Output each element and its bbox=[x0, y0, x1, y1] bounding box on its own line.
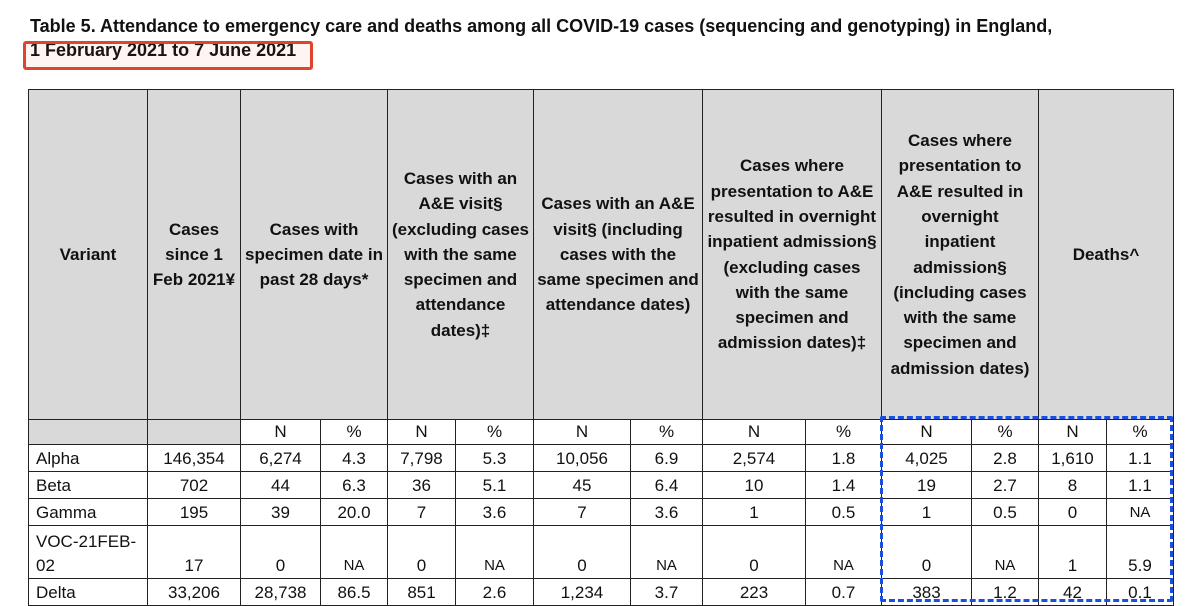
value-cell: 6,274 bbox=[240, 444, 321, 472]
variant-cell: Beta bbox=[28, 471, 148, 499]
value-cell: 1.8 bbox=[805, 444, 882, 472]
variant-cell: VOC-21FEB-02 bbox=[28, 525, 148, 579]
subheader-blank bbox=[28, 419, 148, 445]
header-variant: Variant bbox=[28, 89, 148, 420]
header-deaths: Deaths^ bbox=[1038, 89, 1174, 420]
value-cell: 0.7 bbox=[805, 578, 882, 606]
header-specimen-28-days: Cases with specimen date in past 28 days… bbox=[240, 89, 388, 420]
variant-cell: Gamma bbox=[28, 498, 148, 526]
value-cell: 39 bbox=[240, 498, 321, 526]
subheader-n: N bbox=[702, 419, 806, 445]
subheader-pct: % bbox=[1106, 419, 1174, 445]
value-cell: 851 bbox=[387, 578, 456, 606]
value-cell: 1 bbox=[881, 498, 972, 526]
value-cell: 1.1 bbox=[1106, 444, 1174, 472]
header-ae-visit-including: Cases with an A&E visit§ (including case… bbox=[533, 89, 703, 420]
subheader-n: N bbox=[1038, 419, 1107, 445]
value-cell: NA bbox=[805, 525, 882, 579]
value-cell: NA bbox=[320, 525, 388, 579]
value-cell: 0.5 bbox=[805, 498, 882, 526]
header-row: Variant Cases since 1 Feb 2021¥ Cases wi… bbox=[28, 89, 1174, 420]
value-cell: 0 bbox=[533, 525, 631, 579]
date-range-highlight-box bbox=[23, 41, 313, 70]
value-cell: 7,798 bbox=[387, 444, 456, 472]
value-cell: 5.3 bbox=[455, 444, 534, 472]
subheader-n: N bbox=[387, 419, 456, 445]
value-cell: 6.9 bbox=[630, 444, 703, 472]
subheader-pct: % bbox=[630, 419, 703, 445]
value-cell: 20.0 bbox=[320, 498, 388, 526]
table-row: Gamma 195 39 20.0 7 3.6 7 3.6 1 0.5 1 0.… bbox=[28, 498, 1174, 526]
table-row: Delta 33,206 28,738 86.5 851 2.6 1,234 3… bbox=[28, 578, 1174, 606]
subheader-pct: % bbox=[320, 419, 388, 445]
variant-cell: Delta bbox=[28, 578, 148, 606]
value-cell: 0 bbox=[881, 525, 972, 579]
value-cell: 0 bbox=[702, 525, 806, 579]
value-cell: 28,738 bbox=[240, 578, 321, 606]
subheader-n: N bbox=[240, 419, 321, 445]
value-cell: 36 bbox=[387, 471, 456, 499]
value-cell: 2.6 bbox=[455, 578, 534, 606]
cases-cell: 17 bbox=[147, 525, 241, 579]
value-cell: 3.7 bbox=[630, 578, 703, 606]
table-title: Table 5. Attendance to emergency care an… bbox=[30, 14, 1052, 62]
title-line-1: Table 5. Attendance to emergency care an… bbox=[30, 16, 1053, 36]
cases-cell: 702 bbox=[147, 471, 241, 499]
value-cell: NA bbox=[630, 525, 703, 579]
value-cell: 5.1 bbox=[455, 471, 534, 499]
subheader-row: N % N % N % N % N % N % bbox=[28, 419, 1174, 445]
value-cell: 4,025 bbox=[881, 444, 972, 472]
value-cell: 223 bbox=[702, 578, 806, 606]
cases-cell: 146,354 bbox=[147, 444, 241, 472]
value-cell: 6.4 bbox=[630, 471, 703, 499]
value-cell: NA bbox=[971, 525, 1039, 579]
value-cell: 86.5 bbox=[320, 578, 388, 606]
header-ae-visit-excluding: Cases with an A&E visit§ (excluding case… bbox=[387, 89, 534, 420]
value-cell: 1.4 bbox=[805, 471, 882, 499]
value-cell: 1,610 bbox=[1038, 444, 1107, 472]
value-cell: NA bbox=[455, 525, 534, 579]
value-cell: 10 bbox=[702, 471, 806, 499]
table-row: VOC-21FEB-02 17 0 NA 0 NA 0 NA 0 NA 0 NA… bbox=[28, 525, 1174, 579]
admission-deaths-highlight-box bbox=[880, 416, 1173, 602]
variant-cell: Alpha bbox=[28, 444, 148, 472]
value-cell: 3.6 bbox=[455, 498, 534, 526]
table-row: Beta 702 44 6.3 36 5.1 45 6.4 10 1.4 19 … bbox=[28, 471, 1174, 499]
subheader-n: N bbox=[533, 419, 631, 445]
value-cell: 2,574 bbox=[702, 444, 806, 472]
value-cell: 45 bbox=[533, 471, 631, 499]
table-row: Alpha 146,354 6,274 4.3 7,798 5.3 10,056… bbox=[28, 444, 1174, 472]
header-cases-since: Cases since 1 Feb 2021¥ bbox=[147, 89, 241, 420]
value-cell: 0.5 bbox=[971, 498, 1039, 526]
value-cell: 1 bbox=[702, 498, 806, 526]
value-cell: 2.8 bbox=[971, 444, 1039, 472]
title-line-2: 1 February 2021 to 7 June 2021 bbox=[30, 40, 297, 60]
cases-cell: 33,206 bbox=[147, 578, 241, 606]
attendance-table: Variant Cases since 1 Feb 2021¥ Cases wi… bbox=[28, 89, 1174, 606]
header-admission-including: Cases where presentation to A&E resulted… bbox=[881, 89, 1039, 420]
header-admission-excluding: Cases where presentation to A&E resulted… bbox=[702, 89, 882, 420]
cases-cell: 195 bbox=[147, 498, 241, 526]
subheader-pct: % bbox=[805, 419, 882, 445]
value-cell: 0 bbox=[1038, 498, 1107, 526]
value-cell: 44 bbox=[240, 471, 321, 499]
value-cell: 1,234 bbox=[533, 578, 631, 606]
value-cell: 10,056 bbox=[533, 444, 631, 472]
value-cell: 5.9 bbox=[1106, 525, 1174, 579]
value-cell: 3.6 bbox=[630, 498, 703, 526]
value-cell: 1.1 bbox=[1106, 471, 1174, 499]
value-cell: 7 bbox=[533, 498, 631, 526]
subheader-pct: % bbox=[455, 419, 534, 445]
value-cell: 6.3 bbox=[320, 471, 388, 499]
value-cell: 0 bbox=[240, 525, 321, 579]
subheader-blank bbox=[147, 419, 241, 445]
subheader-n: N bbox=[881, 419, 972, 445]
value-cell: 4.3 bbox=[320, 444, 388, 472]
value-cell: 0 bbox=[387, 525, 456, 579]
value-cell: 7 bbox=[387, 498, 456, 526]
value-cell: 1 bbox=[1038, 525, 1107, 579]
